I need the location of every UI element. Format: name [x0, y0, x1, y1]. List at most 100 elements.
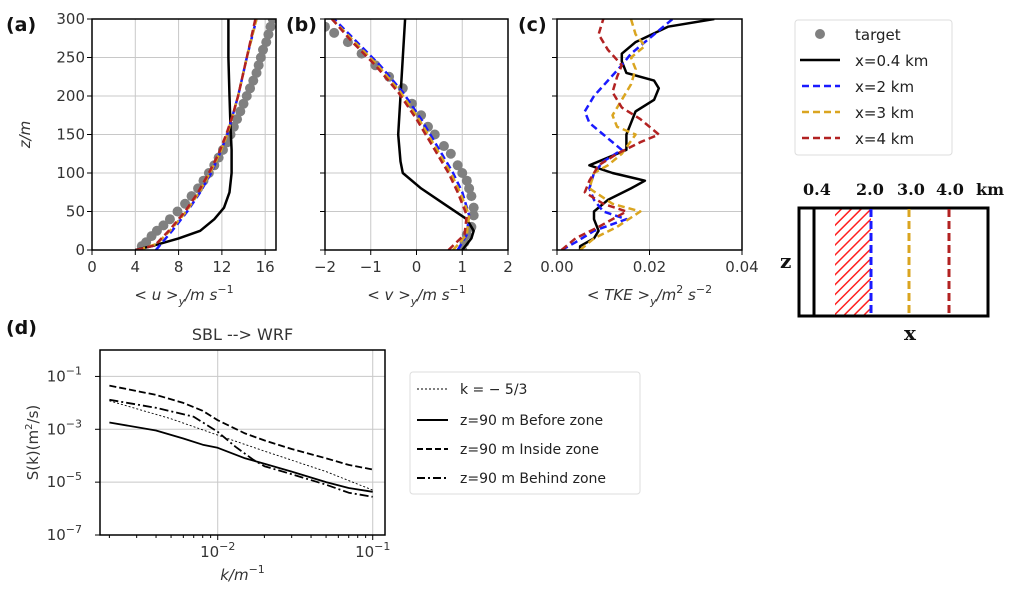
schematic-label-km: km — [976, 180, 1004, 199]
data-point-target — [464, 183, 475, 194]
data-point-target — [461, 175, 472, 186]
data-point-target — [416, 110, 427, 121]
data-point-target — [258, 44, 269, 55]
forcing-zone-hatch — [835, 209, 871, 315]
data-point-target — [245, 83, 256, 94]
tick-label-y: 10−7 — [47, 523, 82, 544]
schematic-label-3: 3.0 — [897, 180, 925, 199]
series-line-x-0-4-km — [578, 19, 715, 250]
data-point-target — [248, 75, 259, 86]
tick-label-y: 200 — [56, 87, 85, 105]
tick-label-x: 0 — [87, 258, 97, 276]
series-line-x-4-km — [136, 19, 257, 250]
series-group — [560, 19, 715, 250]
tick-label-x: 0.00 — [540, 258, 573, 276]
plot-area — [100, 350, 385, 535]
tick-label-x: 1 — [457, 258, 467, 276]
panel-label-d: (d) — [6, 317, 37, 339]
panel-d: 10−2 10−1 10−1 10−3 10−5 10−7 k/m−1 S(k)(m2/s) S… — [24, 325, 390, 584]
data-point-target — [238, 98, 249, 109]
data-point-target — [468, 202, 479, 213]
schematic-x-label: x — [904, 321, 917, 345]
series-line-x-0-4-km — [135, 19, 233, 250]
data-point-target — [263, 29, 274, 40]
tick-label-x: 16 — [256, 258, 275, 276]
data-point-target — [445, 148, 456, 159]
legend-label: x=0.4 km — [855, 52, 928, 70]
data-point-target — [452, 160, 463, 171]
chart-title: SBL --> WRF — [192, 325, 293, 344]
axes-frame — [324, 18, 509, 251]
tick-label-y: 50 — [66, 203, 85, 221]
series-line-x-2-km — [154, 19, 258, 250]
data-point-target — [251, 67, 262, 78]
data-point-target — [261, 37, 272, 48]
axes-frame — [556, 18, 743, 251]
series-line-z-90-m-behind-zone — [109, 398, 373, 498]
legend-label: x=2 km — [855, 78, 914, 96]
series-line-z-90-m-inside-zone — [109, 384, 373, 471]
y-axis-label: z/m — [16, 121, 34, 150]
legend-frame — [794, 19, 953, 156]
tick-label-y: 10−3 — [47, 417, 82, 438]
schematic-label-2: 2.0 — [856, 180, 884, 199]
tick-label-x: 10−2 — [200, 540, 235, 561]
tick-label-x: 0 — [412, 258, 422, 276]
tick-label-x: 10−1 — [355, 540, 390, 561]
series-group — [325, 19, 479, 250]
data-point-target — [438, 141, 449, 152]
series-group — [109, 384, 373, 498]
tick-label-x: 2 — [503, 258, 513, 276]
series-line-x-3-km — [331, 19, 471, 250]
data-point-target — [172, 206, 183, 217]
axes-frame — [91, 18, 277, 251]
data-point-target — [255, 52, 266, 63]
tick-label-y: 10−5 — [47, 470, 82, 491]
tick-label-y: 150 — [56, 126, 85, 144]
legend-label: z=90 m Inside zone — [460, 442, 599, 458]
panel-b: −2 −1 0 1 2 < v >y/m s−1 — [314, 18, 513, 308]
panel-label-a: (a) — [6, 14, 36, 36]
data-point-target — [468, 210, 479, 221]
tick-label-x: 12 — [212, 258, 231, 276]
legend-label: z=90 m Behind zone — [460, 471, 606, 487]
legend-frame — [409, 371, 641, 495]
data-point-target — [235, 106, 246, 117]
data-point-target — [329, 27, 340, 38]
schematic-label-4: 4.0 — [936, 180, 964, 199]
legend-label: x=4 km — [855, 130, 914, 148]
series-line-x-4-km — [330, 19, 469, 250]
tick-label-y: 10−1 — [47, 364, 82, 385]
series-line-k-5-3 — [109, 400, 373, 491]
series-line-z-90-m-before-zone — [109, 421, 373, 493]
spectra-legend: k = − 5/3 z=90 m Before zone z=90 m Insi… — [409, 371, 641, 495]
tick-label-y: 300 — [56, 10, 85, 28]
data-point-target — [158, 220, 169, 231]
data-point-target — [241, 91, 252, 101]
tick-label-y: 250 — [56, 49, 85, 67]
tick-label-x: 0.04 — [725, 258, 758, 276]
legend-label: k = − 5/3 — [460, 382, 527, 398]
schematic-label-04: 0.4 — [803, 180, 831, 199]
data-point-target — [267, 19, 276, 24]
schematic-z-label: z — [780, 249, 791, 273]
data-point-target — [325, 21, 330, 32]
tick-label-x: 8 — [174, 258, 184, 276]
profile-legend: target x=0.4 km x=2 km x=3 km x=4 km — [794, 19, 953, 156]
legend-label: x=3 km — [855, 104, 914, 122]
legend-marker-target — [815, 29, 825, 39]
panel-c: 0.00 0.02 0.04 < TKE >y/m2 s−2 — [540, 18, 759, 308]
series-line-x-4-km — [560, 19, 661, 250]
data-point-target — [466, 191, 477, 202]
data-point-target — [232, 114, 243, 125]
data-point-target — [457, 168, 468, 178]
series-group — [135, 19, 276, 250]
spectra-legend-extra: z=90 m Behind zone — [417, 471, 606, 487]
legend-label: z=90 m Before zone — [460, 413, 603, 429]
legend-label: target — [855, 26, 901, 44]
panel-label-b: (b) — [286, 14, 317, 36]
tick-label-x: 0.02 — [633, 258, 666, 276]
x-axis-label: k/m−1 — [220, 563, 265, 584]
x-axis-label: < v >y/m s−1 — [367, 283, 466, 308]
